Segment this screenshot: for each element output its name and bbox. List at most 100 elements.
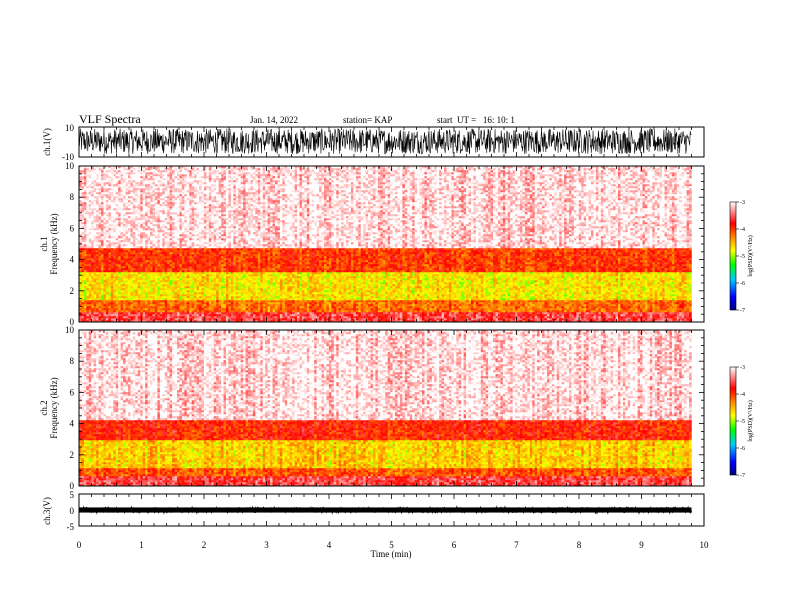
spectrogram-cell (154, 226, 158, 229)
spectrogram-cell (199, 246, 202, 249)
spectrogram-cell (218, 312, 222, 315)
spectrogram-cell (196, 252, 200, 255)
spectrogram-cell (108, 300, 112, 303)
spectrogram-cell (120, 314, 124, 317)
spectrogram-cell (154, 274, 158, 277)
spectrogram-cell (211, 250, 214, 253)
spectrogram-cell (221, 216, 224, 219)
waveform-line (78, 127, 692, 155)
spectrogram-cell (135, 224, 139, 227)
spectrogram-cell (167, 304, 170, 307)
spectrogram-cell (86, 184, 90, 187)
spectrogram-cell (157, 250, 161, 253)
spectrogram-cell (150, 238, 153, 241)
spectrogram-cell (172, 250, 175, 253)
spectrogram-cell (152, 304, 156, 307)
spectrogram-cell (88, 310, 92, 313)
spectrogram-cell (196, 272, 200, 275)
spectrogram-cell (142, 272, 146, 275)
spectrogram-cell (101, 222, 104, 225)
spectrogram-cell (159, 198, 163, 201)
spectrogram-cell (228, 262, 232, 265)
spectrogram-cell (132, 214, 136, 217)
spectrogram-cell (96, 230, 99, 233)
spectrogram-cell (184, 288, 188, 291)
spectrogram-cell (216, 234, 219, 237)
spectrogram-cell (108, 276, 112, 279)
spectrogram-cell (123, 274, 126, 277)
spectrogram-cell (79, 284, 82, 287)
spectrogram-cell (132, 292, 136, 295)
spectrogram-cell (179, 210, 183, 213)
spectrogram-cell (86, 272, 90, 275)
spectrogram-cell (88, 168, 92, 171)
spectrogram-cell (137, 288, 141, 291)
spectrogram-cell (196, 312, 200, 315)
spectrogram-cell (228, 310, 232, 313)
spectrogram-cell (130, 266, 134, 269)
spectrogram-cell (226, 308, 229, 311)
spectrogram-cell (186, 268, 190, 271)
spectrogram-cell (189, 306, 192, 309)
spectrogram-cell (105, 278, 109, 281)
spectrogram-cell (177, 270, 180, 273)
spectrogram-cell (108, 218, 112, 221)
spectrogram-cell (189, 180, 192, 183)
spectrogram-cell (223, 242, 227, 245)
spectrogram-cell (181, 308, 185, 311)
spectrogram-cell (81, 218, 85, 221)
spectrogram-cell (211, 284, 214, 287)
spectrogram-cell (113, 306, 116, 309)
spectrogram-cell (130, 208, 134, 211)
spectrogram-cell (179, 314, 183, 317)
spectrogram-cell (147, 304, 151, 307)
spectrogram-cell (115, 212, 119, 215)
spectrogram-cell (211, 312, 214, 315)
spectrogram-cell (81, 178, 85, 181)
spectrogram-cell (105, 258, 109, 261)
spectrogram-cell (230, 290, 234, 293)
spectrogram-cell (83, 320, 87, 323)
spectrogram-cell (203, 184, 207, 187)
spectrogram-cell (218, 286, 222, 289)
spectrogram-cell (191, 196, 195, 199)
spectrogram-cell (81, 180, 85, 183)
spectrogram-cell (110, 316, 114, 319)
spectrogram-cell (81, 202, 85, 205)
spectrogram-cell (128, 246, 131, 249)
spectrogram-cell (201, 212, 205, 215)
spectrogram-cell (174, 230, 178, 233)
spectrogram-cell (226, 260, 229, 263)
spectrogram-cell (216, 244, 219, 247)
spectrogram-cell (120, 190, 124, 193)
spectrogram-cell (147, 238, 151, 241)
spectrogram-cell (120, 250, 124, 253)
spectrogram-cell (169, 280, 173, 283)
spectrogram-cell (181, 310, 185, 313)
spectrogram-cell (179, 188, 183, 191)
spectrogram-cell (189, 234, 192, 237)
spectrogram-cell (203, 178, 207, 181)
spectrogram-cell (196, 202, 200, 205)
spectrogram-cell (110, 180, 114, 183)
spectrogram-cell (167, 290, 170, 293)
spectrogram-cell (194, 236, 197, 239)
spectrogram-cell (110, 166, 114, 169)
spectrogram-cell (181, 248, 185, 251)
spectrogram-cell (218, 254, 222, 257)
spectrogram-cell (191, 172, 195, 175)
spectrogram-cell (101, 270, 104, 273)
spectrogram-cell (115, 256, 119, 259)
spectrogram-cell (118, 170, 121, 173)
spectrogram-cell (93, 308, 97, 311)
spectrogram-cell (137, 242, 141, 245)
spectrogram-cell (137, 244, 141, 247)
spectrogram-cell (103, 294, 107, 297)
spectrogram-cell (199, 168, 202, 171)
spectrogram-cell (228, 166, 232, 169)
spectrogram-cell (167, 242, 170, 245)
spectrogram-cell (79, 178, 82, 181)
spectrogram-cell (206, 256, 210, 259)
spectrogram-cell (216, 226, 219, 229)
spectrogram-cell (145, 272, 148, 275)
